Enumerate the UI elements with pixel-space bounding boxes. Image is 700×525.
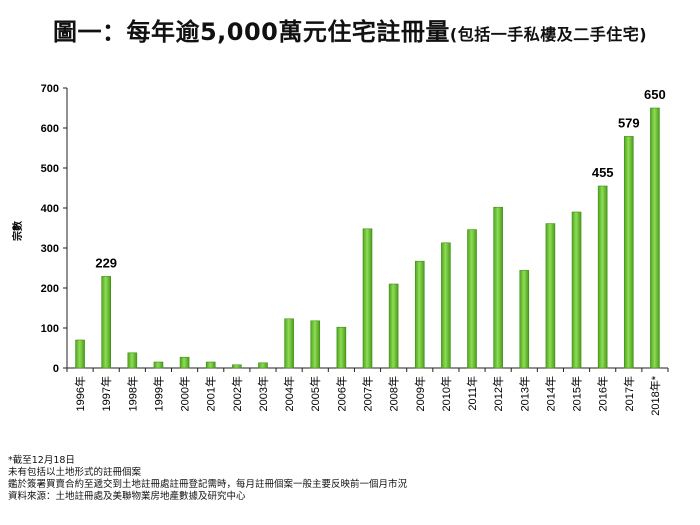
x-tick-label: 2010年 bbox=[439, 376, 453, 411]
x-tick-label: 2014年 bbox=[543, 376, 557, 411]
x-tick-label: 2011年 bbox=[465, 376, 479, 411]
x-tick-label: 2008年 bbox=[387, 376, 401, 411]
x-tick-label: 2017年 bbox=[622, 376, 636, 411]
x-tick-label: 1997年 bbox=[99, 376, 113, 411]
y-tick-label: 700 bbox=[41, 83, 59, 95]
bar-1997年 bbox=[101, 276, 111, 369]
x-tick-label: 2015年 bbox=[570, 376, 584, 411]
bar-2008年 bbox=[388, 283, 399, 369]
bar-2014年 bbox=[545, 223, 556, 369]
y-tick-label: 400 bbox=[41, 203, 59, 215]
bar-2011年 bbox=[467, 229, 477, 369]
chart-title-sub: (包括一手私樓及二手住宅) bbox=[449, 25, 648, 44]
bar-2005年 bbox=[310, 320, 321, 369]
bar-2002年 bbox=[232, 364, 242, 369]
x-tick-label: 2001年 bbox=[204, 376, 218, 411]
bar-1998年 bbox=[127, 352, 138, 369]
bar-2015年 bbox=[571, 211, 582, 369]
bar-2016年 bbox=[597, 185, 608, 369]
x-tick-label: 1998年 bbox=[125, 376, 139, 411]
x-tick-label: 1996年 bbox=[73, 376, 87, 411]
bar-2000年 bbox=[179, 356, 190, 369]
footnote-cutoff-date: *截至12月18日 bbox=[8, 455, 75, 466]
footnote-exclusion: 未有包括以土地形式的註冊個案 bbox=[8, 467, 142, 478]
chart-title: 圖一：每年逾5,000萬元住宅註冊量(包括一手私樓及二手住宅) bbox=[0, 12, 700, 47]
footnote-source: 資料來源：土地註冊處及美聯物業房地產數據及研究中心 bbox=[8, 491, 246, 502]
bar-chart: 0 100 200 300 400 500 600 700 1996年 1997年 1998年 19… bbox=[11, 83, 669, 416]
bar-2010年 bbox=[441, 242, 451, 369]
bar-2003年 bbox=[258, 362, 268, 369]
bar-2017年 bbox=[623, 136, 634, 369]
data-label: 579 bbox=[618, 115, 640, 130]
data-label: 229 bbox=[95, 255, 117, 270]
x-tick-label: 2012年 bbox=[491, 376, 505, 411]
bar-2007年 bbox=[362, 228, 373, 369]
footnotes: *截至12月18日 未有包括以土地形式的註冊個案 鑑於簽署買賣合約至遞交到土地註… bbox=[8, 455, 407, 503]
bar-2013年 bbox=[519, 270, 530, 369]
x-tick-label: 2002年 bbox=[230, 376, 244, 411]
footnote-time-lag: 鑑於簽署買賣合約至遞交到土地註冊處註冊登記需時，每月註冊個案一般主要反映前一個月… bbox=[8, 479, 408, 490]
data-label: 650 bbox=[644, 87, 666, 102]
y-tick-label: 300 bbox=[41, 243, 59, 255]
x-tick-label: 2007年 bbox=[361, 376, 375, 411]
bar-2001年 bbox=[205, 361, 216, 369]
y-axis-label: 宗數 bbox=[11, 221, 24, 241]
x-tick-label: 2000年 bbox=[178, 376, 192, 411]
bar-1996年 bbox=[75, 339, 85, 369]
bar-1999年 bbox=[153, 361, 164, 369]
bar-2018年* bbox=[650, 107, 660, 369]
y-tick-label: 0 bbox=[53, 363, 59, 375]
x-tick-label: 2018年* bbox=[648, 375, 662, 415]
y-tick-label: 100 bbox=[41, 323, 59, 335]
y-tick-label: 600 bbox=[41, 123, 59, 135]
data-label: 455 bbox=[592, 165, 614, 180]
x-tick-label: 2009年 bbox=[413, 376, 427, 411]
x-tick-label: 2003年 bbox=[256, 376, 270, 411]
bar-2012年 bbox=[493, 206, 503, 369]
bar-2004年 bbox=[284, 318, 294, 369]
x-tick-label: 2004年 bbox=[282, 376, 296, 411]
bar-2006年 bbox=[336, 326, 347, 369]
y-tick-label: 200 bbox=[41, 283, 59, 295]
x-tick-label: 2006年 bbox=[334, 376, 348, 411]
bar-2009年 bbox=[414, 260, 425, 369]
y-tick-label: 500 bbox=[41, 163, 59, 175]
x-tick-label: 2005年 bbox=[308, 376, 322, 411]
x-tick-label: 2013年 bbox=[517, 376, 531, 411]
x-tick-label: 2016年 bbox=[596, 376, 610, 411]
chart-title-main: 圖一：每年逾5,000萬元住宅註冊量 bbox=[52, 18, 450, 46]
x-tick-label: 1999年 bbox=[152, 376, 166, 411]
